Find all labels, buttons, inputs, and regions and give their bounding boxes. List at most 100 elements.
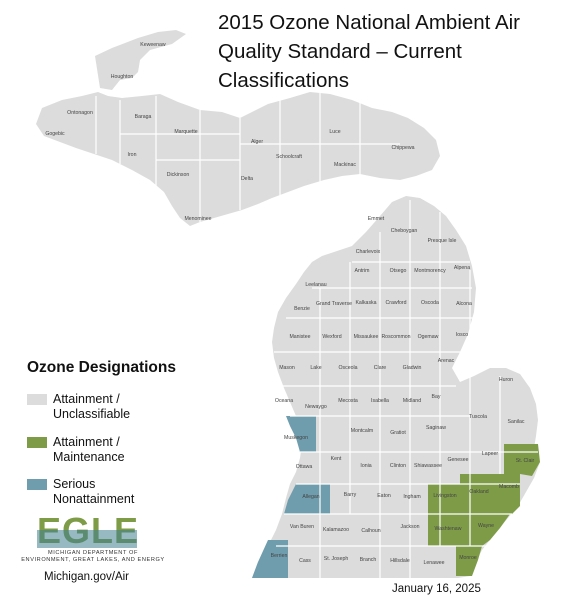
county-label-montcalm: Montcalm (351, 428, 374, 434)
agency-name-line-1: MICHIGAN DEPARTMENT OF (48, 550, 138, 556)
county-label-missaukee: Missaukee (354, 334, 379, 340)
website-link[interactable]: Michigan.gov/Air (44, 571, 130, 583)
legend-label-line-2: Maintenance (53, 450, 125, 464)
legend-label-line-1: Attainment / (53, 392, 120, 406)
county-label-oceana: Oceana (275, 398, 293, 404)
county-label-lenawee: Lenawee (423, 560, 444, 566)
county-labels: Keweenaw Houghton Ontonagon Gogebic Bara… (45, 42, 534, 566)
county-label-otsego: Otsego (390, 268, 407, 274)
county-label-st-clair: St. Clair (516, 458, 535, 464)
monroe-county (456, 546, 482, 576)
county-label-arenac: Arenac (438, 358, 455, 364)
county-label-gladwin: Gladwin (403, 365, 422, 371)
county-label-newaygo: Newaygo (305, 404, 327, 410)
county-label-charlevoix: Charlevoix (356, 249, 381, 255)
county-label-tuscola: Tuscola (469, 414, 487, 420)
agency-name-line-2: ENVIRONMENT, GREAT LAKES, AND ENERGY (21, 557, 165, 563)
county-borders (274, 200, 538, 578)
county-label-gratiot: Gratiot (390, 430, 406, 436)
county-label-eaton: Eaton (377, 493, 391, 499)
upper-peninsula-mainland (36, 92, 440, 226)
county-label-shiawassee: Shiawassee (414, 463, 442, 469)
county-label-benzie: Benzie (294, 306, 310, 312)
county-label-wexford: Wexford (322, 334, 341, 340)
county-label-berrien: Berrien (271, 553, 288, 559)
county-label-lake: Lake (310, 365, 321, 371)
county-label-kent: Kent (331, 456, 342, 462)
county-label-mecosta: Mecosta (338, 398, 358, 404)
county-label-jackson: Jackson (400, 524, 419, 530)
county-label-schoolcraft: Schoolcraft (276, 154, 303, 160)
county-label-washtenaw: Washtenaw (435, 526, 462, 532)
county-label-macomb: Macomb (499, 484, 519, 490)
muskegon-county (286, 416, 316, 452)
up-county-borders (95, 92, 400, 222)
county-label-allegan: Allegan (302, 494, 319, 500)
county-label-luce: Luce (329, 129, 340, 135)
map-date: January 16, 2025 (392, 583, 481, 595)
county-label-baraga: Baraga (135, 114, 152, 120)
macomb-county (494, 474, 520, 514)
county-label-osceola: Osceola (338, 365, 357, 371)
county-label-oscoda: Oscoda (421, 300, 439, 306)
map-title-line-2: Quality Standard – Current (218, 40, 462, 63)
county-label-lapeer: Lapeer (482, 451, 498, 457)
legend-label-line-2: Nonattainment (53, 492, 135, 506)
county-label-ingham: Ingham (403, 494, 420, 500)
legend-swatch-attainment-maintenance (27, 437, 47, 448)
county-label-montmorency: Montmorency (414, 268, 446, 274)
county-label-calhoun: Calhoun (361, 528, 380, 534)
county-label-gogebic: Gogebic (45, 131, 65, 137)
county-label-crawford: Crawford (385, 300, 406, 306)
county-label-iosco: Iosco (456, 332, 469, 338)
county-label-iron: Iron (128, 152, 137, 158)
berrien-county (252, 540, 288, 578)
county-label-leelanau: Leelanau (305, 282, 326, 288)
county-label-antrim: Antrim (355, 268, 370, 274)
county-label-barry: Barry (344, 492, 357, 498)
map-title-line-1: 2015 Ozone National Ambient Air (218, 11, 520, 34)
legend-swatch-serious-nonattainment (27, 479, 47, 490)
county-label-marquette: Marquette (174, 129, 197, 135)
county-label-livingston: Livingston (433, 493, 456, 499)
county-label-cheboygan: Cheboygan (391, 228, 418, 234)
county-label-ionia: Ionia (360, 463, 371, 469)
county-label-delta: Delta (241, 176, 253, 182)
county-label-muskegon: Muskegon (284, 435, 308, 441)
county-label-isabella: Isabella (371, 398, 389, 404)
county-label-dickinson: Dickinson (167, 172, 190, 178)
county-label-van-buren: Van Buren (290, 524, 314, 530)
county-label-branch: Branch (360, 557, 377, 563)
county-label-cass: Cass (299, 558, 311, 564)
map-title: 2015 Ozone National Ambient Air Quality … (218, 8, 558, 95)
county-label-keweenaw: Keweenaw (140, 42, 166, 48)
county-label-midland: Midland (403, 398, 421, 404)
county-label-alpena: Alpena (454, 265, 470, 271)
county-label-menominee: Menominee (184, 216, 211, 222)
county-label-bay: Bay (432, 394, 441, 400)
county-label-wayne: Wayne (478, 523, 494, 529)
county-label-huron: Huron (499, 377, 513, 383)
county-label-saginaw: Saginaw (426, 425, 446, 431)
county-label-emmet: Emmet (368, 216, 385, 222)
egle-logo: EGLE (37, 512, 137, 548)
county-label-mackinac: Mackinac (334, 162, 356, 168)
county-label-manistee: Manistee (289, 334, 310, 340)
washtenaw-county (428, 514, 466, 546)
county-label-st-joseph: St. Joseph (324, 556, 349, 562)
county-label-grand-traverse: Grand Traverse (316, 301, 352, 307)
map-title-line-3: Classifications (218, 69, 350, 92)
county-label-ottawa: Ottawa (296, 464, 313, 470)
egle-logo-wave (37, 530, 137, 548)
county-label-hillsdale: Hillsdale (390, 558, 410, 564)
county-label-alcona: Alcona (456, 301, 472, 307)
legend-swatch-attainment-unclassifiable (27, 394, 47, 405)
allegan-county (284, 484, 330, 514)
county-label-genesee: Genesee (447, 457, 468, 463)
county-label-clare: Clare (374, 365, 387, 371)
county-label-sanilac: Sanilac (507, 419, 524, 425)
legend-label-line-1: Attainment / (53, 435, 120, 449)
legend-title: Ozone Designations (27, 359, 176, 376)
lower-peninsula (95, 92, 540, 578)
